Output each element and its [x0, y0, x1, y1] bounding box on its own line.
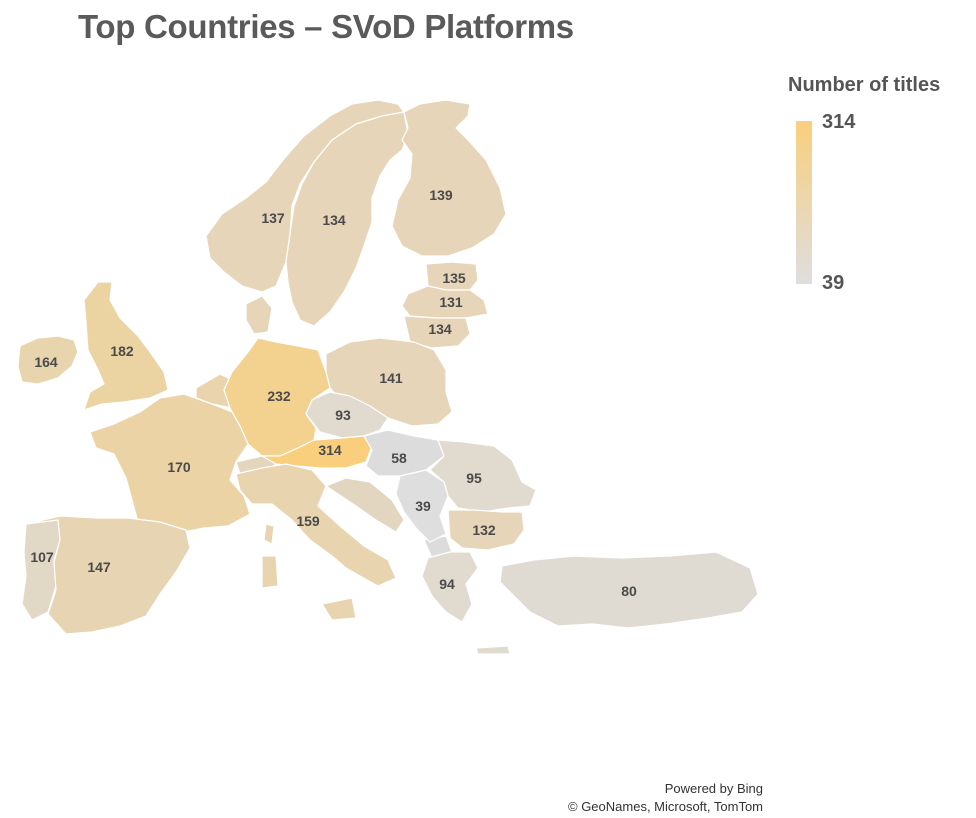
value-label-serbia: 39 — [415, 498, 431, 514]
value-label-norway: 137 — [261, 210, 285, 226]
value-label-italy: 159 — [296, 513, 320, 529]
region-czechia[interactable] — [305, 391, 389, 439]
value-label-ireland: 164 — [34, 354, 58, 370]
value-label-austria: 314 — [318, 442, 342, 458]
legend-color-scale — [796, 121, 812, 284]
value-label-france: 170 — [167, 459, 191, 475]
legend-title: Number of titles — [788, 74, 941, 96]
corsica-island — [263, 523, 275, 545]
value-label-finland: 139 — [429, 187, 453, 203]
region-serbia[interactable] — [395, 469, 449, 543]
value-label-bulgaria: 132 — [472, 522, 496, 538]
region-sweden[interactable] — [285, 111, 409, 327]
value-label-spain: 147 — [87, 559, 111, 575]
region-turkey[interactable] — [499, 551, 759, 629]
region-finland[interactable] — [391, 99, 507, 257]
attribution-powered-by: Powered by Bing — [664, 781, 763, 796]
region-france[interactable] — [89, 393, 251, 533]
region-ireland[interactable] — [17, 335, 79, 385]
balkans-west-region — [325, 477, 405, 533]
legend-max-value: 314 — [822, 111, 856, 133]
value-label-czechia: 93 — [335, 407, 351, 423]
value-label-hungary: 58 — [391, 450, 407, 466]
legend-min-value: 39 — [822, 272, 845, 294]
value-label-uk: 182 — [110, 343, 134, 359]
value-label-sweden: 134 — [322, 212, 346, 228]
value-label-germany: 232 — [267, 388, 291, 404]
value-label-greece: 94 — [439, 576, 455, 592]
region-spain[interactable] — [25, 515, 191, 635]
sicily-island — [321, 597, 357, 621]
region-uk[interactable] — [83, 281, 169, 411]
value-label-turkey: 80 — [621, 583, 637, 599]
region-bulgaria[interactable] — [447, 509, 525, 551]
attribution-copyright: © GeoNames, Microsoft, TomTom — [568, 799, 763, 814]
value-label-poland: 141 — [379, 370, 403, 386]
value-label-romania: 95 — [466, 470, 482, 486]
denmark-region — [245, 295, 273, 335]
region-romania[interactable] — [429, 439, 537, 513]
region-latvia[interactable] — [401, 285, 489, 319]
crete-island — [475, 645, 511, 655]
map-title: Top Countries – SVoD Platforms — [78, 8, 574, 45]
region-italy[interactable] — [235, 463, 397, 587]
region-greece[interactable] — [421, 551, 479, 623]
value-label-portugal: 107 — [30, 549, 54, 565]
value-label-latvia: 131 — [439, 294, 463, 310]
region-germany[interactable] — [223, 337, 331, 457]
sardinia-island — [261, 555, 279, 589]
value-label-lithuania: 134 — [428, 321, 452, 337]
value-label-estonia: 135 — [442, 270, 466, 286]
